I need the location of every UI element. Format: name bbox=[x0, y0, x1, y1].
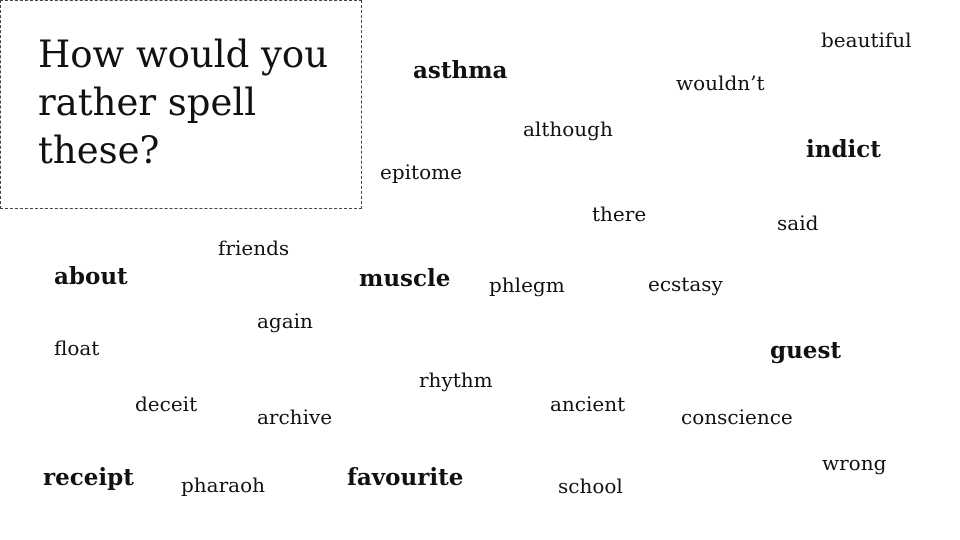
title-box: How would you rather spell these? bbox=[0, 0, 362, 209]
word-favourite: favourite bbox=[347, 464, 464, 491]
word-friends: friends bbox=[218, 236, 290, 260]
word-indict: indict bbox=[806, 136, 881, 163]
word-phlegm: phlegm bbox=[489, 273, 565, 297]
word-conscience: conscience bbox=[681, 405, 793, 429]
word-ancient: ancient bbox=[550, 392, 626, 416]
word-archive: archive bbox=[257, 405, 333, 429]
word-beautiful: beautiful bbox=[821, 28, 912, 52]
word-wouldnt: wouldn’t bbox=[676, 71, 765, 95]
word-asthma: asthma bbox=[413, 57, 508, 84]
word-school: school bbox=[558, 474, 623, 498]
slide-title: How would you rather spell these? bbox=[38, 33, 329, 172]
word-pharaoh: pharaoh bbox=[181, 473, 266, 497]
word-rhythm: rhythm bbox=[419, 368, 493, 392]
word-muscle: muscle bbox=[359, 265, 451, 292]
word-receipt: receipt bbox=[43, 464, 134, 491]
word-guest: guest bbox=[770, 337, 842, 364]
word-deceit: deceit bbox=[135, 392, 198, 416]
word-wrong: wrong bbox=[822, 451, 887, 475]
word-float: float bbox=[54, 336, 100, 360]
word-about: about bbox=[54, 263, 128, 290]
word-there: there bbox=[592, 202, 647, 226]
word-said: said bbox=[777, 211, 819, 235]
word-although: although bbox=[523, 117, 613, 141]
word-ecstasy: ecstasy bbox=[648, 272, 723, 296]
word-again: again bbox=[257, 309, 313, 333]
word-epitome: epitome bbox=[380, 160, 462, 184]
